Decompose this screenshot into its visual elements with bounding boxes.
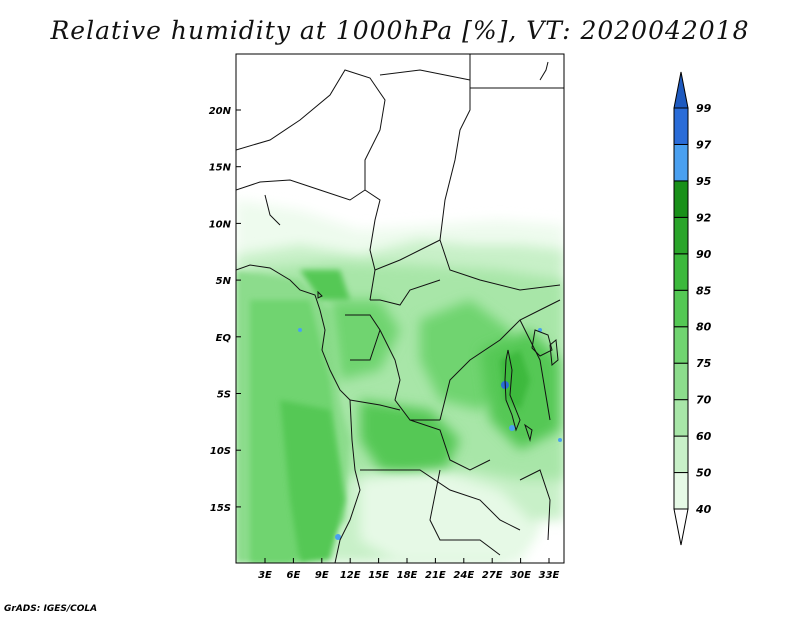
lon-label: 9E	[315, 570, 329, 581]
colorbar-band	[673, 107, 689, 145]
footer-credit: GrADS: IGES/COLA	[4, 604, 98, 614]
colorbar-label: 90	[696, 248, 712, 261]
lon-label: 18E	[397, 570, 418, 581]
lat-label: 15S	[210, 503, 231, 514]
colorbar-label: 75	[696, 357, 712, 370]
colorbar-label: 85	[696, 284, 712, 297]
map-frame	[235, 53, 565, 564]
chart-title: Relative humidity at 1000hPa [%], VT: 20…	[50, 16, 750, 45]
colorbar-label: 92	[696, 211, 712, 224]
colorbar-band	[673, 216, 689, 255]
colorbar-label: 97	[696, 138, 712, 151]
colorbar-band	[673, 143, 689, 182]
lat-label: 10S	[210, 446, 231, 457]
lat-label: 5N	[216, 276, 232, 287]
lon-label: 6E	[287, 570, 301, 581]
colorbar-bottom-triangle	[673, 508, 689, 546]
lat-label: 5S	[217, 390, 231, 401]
colorbar-label: 60	[696, 430, 712, 443]
colorbar-band	[673, 362, 689, 401]
colorbar-band	[673, 435, 689, 474]
lat-label: EQ	[216, 333, 232, 344]
colorbar-label: 80	[696, 321, 712, 334]
lat-label: 20N	[209, 106, 232, 117]
lon-label: 27E	[482, 570, 503, 581]
lon-label: 15E	[368, 570, 389, 581]
colorbar-label: 95	[696, 175, 712, 188]
lon-label: 24E	[453, 570, 474, 581]
colorbar-band	[673, 289, 689, 328]
lon-label: 3E	[258, 570, 272, 581]
lon-label: 12E	[340, 570, 361, 581]
latitude-axis: 20N 15N 10N 5N EQ 5S 10S 15S	[209, 106, 241, 514]
colorbar-band	[673, 180, 689, 218]
lon-label: 33E	[539, 570, 560, 581]
lat-label: 15N	[209, 163, 232, 174]
colorbar-label: 50	[696, 467, 712, 480]
country-borders	[236, 54, 564, 563]
lat-label: 10N	[209, 219, 232, 230]
longitude-axis: 3E 6E 9E 12E 15E 18E 21E 24E 27E 30E 33E	[258, 558, 560, 581]
colorbar-label: 40	[695, 503, 712, 516]
colorbar-label: 99	[696, 102, 712, 115]
colorbar-band	[673, 472, 689, 510]
colorbar-band	[673, 399, 689, 437]
lon-label: 30E	[510, 570, 531, 581]
colorbar: 40 50 60 70 75 80 85 90 92 95 97 99	[673, 71, 712, 546]
humidity-field	[236, 54, 564, 563]
colorbar-band	[673, 253, 689, 291]
colorbar-label: 70	[696, 394, 712, 407]
lon-label: 21E	[425, 570, 446, 581]
colorbar-band	[673, 326, 689, 364]
colorbar-top-triangle	[673, 71, 689, 109]
